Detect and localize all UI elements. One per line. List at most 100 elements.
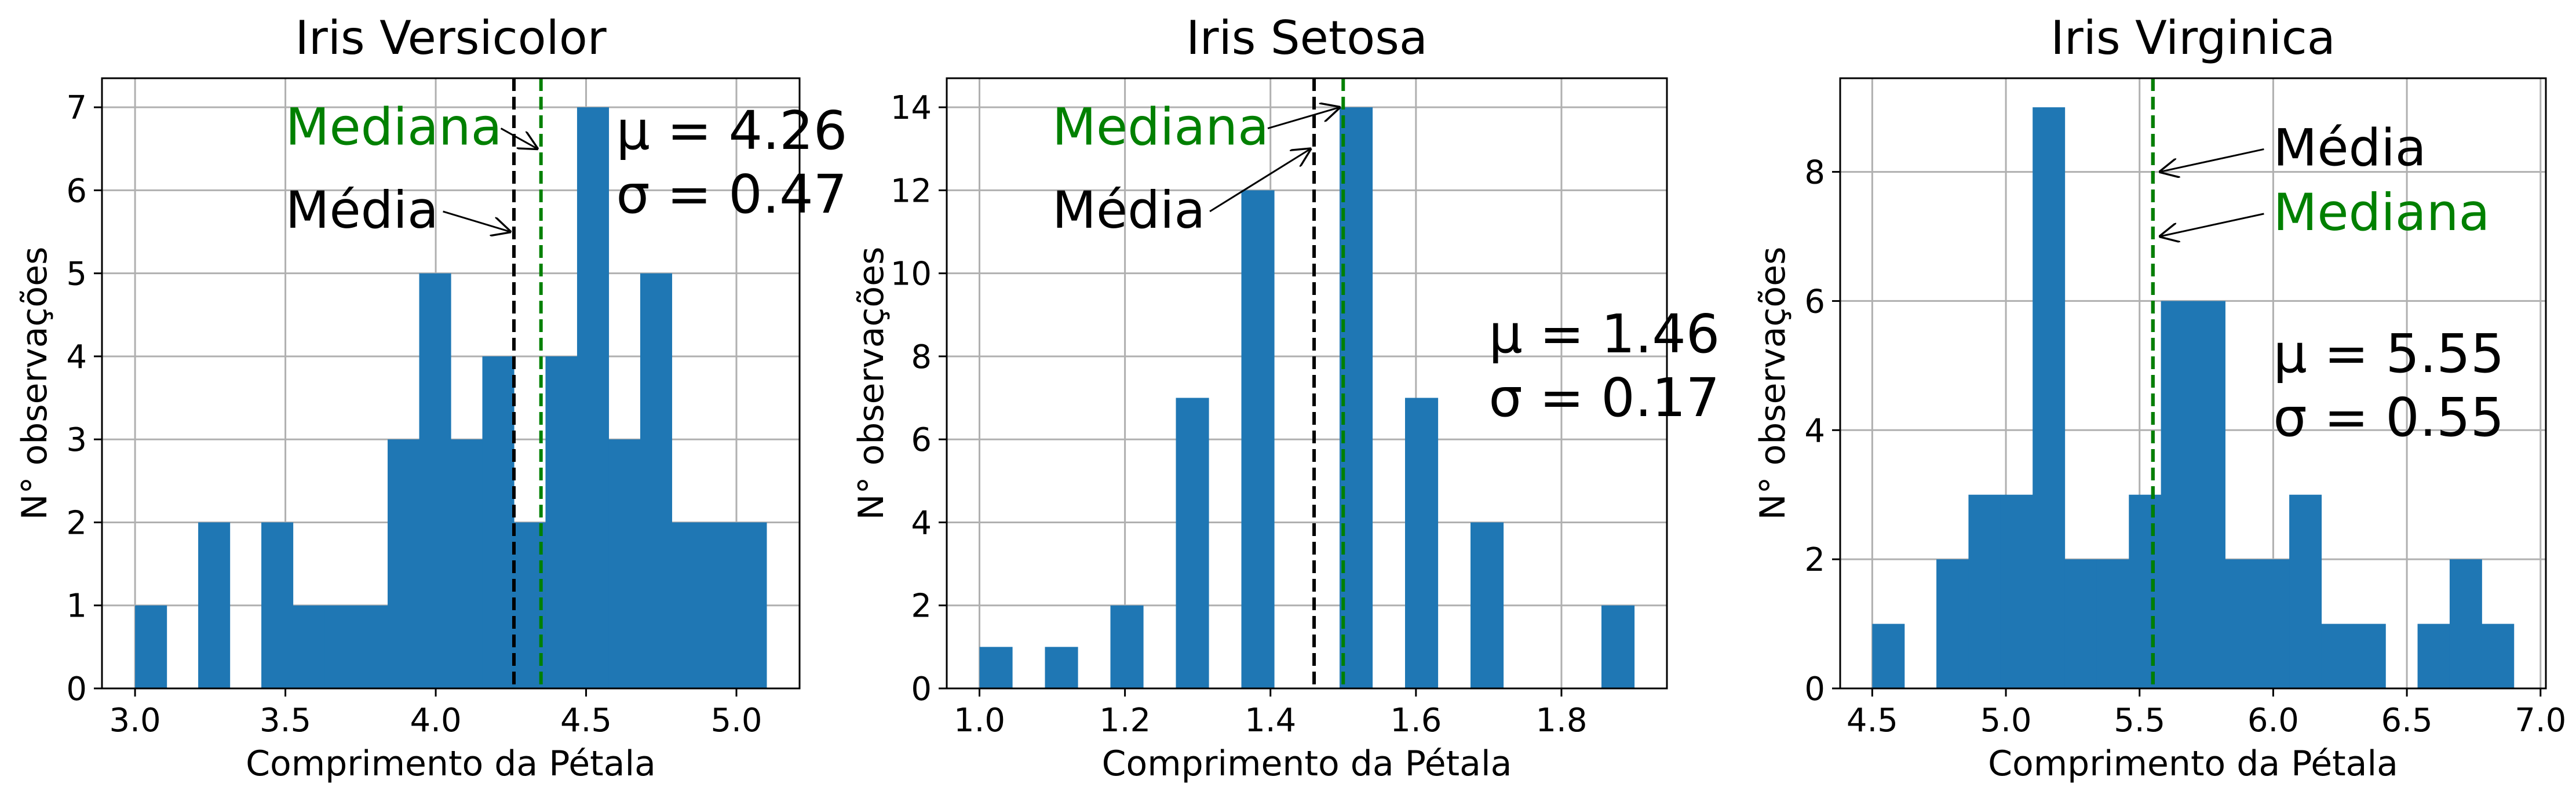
- subplot-3: 4.5 5.0 5.5 6.0 6.5 7.0 0 2 4 6 8 Iris Virginica Com…: [1753, 11, 2566, 784]
- histogram-bars: [1872, 107, 2515, 689]
- histogram-bar: [198, 522, 231, 688]
- y-tick-label: 4: [66, 338, 87, 376]
- histogram-bar: [324, 605, 357, 688]
- annotation-arrow: [1209, 149, 1311, 213]
- x-tick-label: 4.5: [560, 702, 612, 739]
- histogram-bar: [545, 356, 578, 688]
- histogram-bar: [2193, 301, 2225, 688]
- histogram-bar: [979, 647, 1013, 688]
- y-tick-label: 4: [911, 504, 932, 542]
- axes-frame: [1839, 77, 2547, 690]
- x-tick-label: 4.5: [1847, 702, 1898, 739]
- y-tick-label: 2: [1804, 541, 1825, 579]
- histogram-bar: [577, 107, 610, 689]
- histogram-bar: [640, 273, 673, 688]
- x-tick-label: 3.0: [110, 702, 161, 739]
- y-axis-label: N° observações: [851, 247, 892, 520]
- y-tick-label: 6: [911, 421, 932, 459]
- subplot-2: 1.0 1.2 1.4 1.6 1.8 0 2 4 6 8 10 12 14 Iris Setosa Com…: [851, 11, 1720, 784]
- histogram-bar: [1872, 624, 1905, 688]
- stats-line-2: σ = 0.17: [1488, 367, 1720, 429]
- y-tick-label: 8: [1804, 154, 1825, 192]
- histogram-bar: [1968, 494, 2001, 688]
- x-tick-label: 5.5: [2114, 702, 2165, 739]
- chart-title: Iris Virginica: [2050, 11, 2335, 65]
- stats-line-2: σ = 0.47: [616, 163, 847, 225]
- x-tick-label: 7.0: [2515, 702, 2566, 739]
- chart-title: Iris Versicolor: [295, 11, 606, 65]
- histogram-bar: [2225, 559, 2258, 688]
- x-tick-label: 5.0: [1980, 702, 2032, 739]
- histogram-bar: [1340, 107, 1373, 689]
- x-tick-label: 1.8: [1535, 702, 1587, 739]
- y-axis-label: N° observações: [14, 247, 55, 520]
- histogram-bar: [703, 522, 736, 688]
- annotation-arrow: [2160, 148, 2264, 172]
- histogram-bar: [2321, 624, 2354, 688]
- annotation-mediana: Mediana: [1052, 97, 1269, 157]
- y-tick-label: 5: [66, 256, 87, 293]
- x-axis-label: Comprimento da Pétala: [1988, 743, 2398, 784]
- histogram-bar: [356, 605, 388, 688]
- histogram-bar: [2449, 559, 2482, 688]
- histogram-bar: [1110, 605, 1144, 688]
- annotation-arrow: [500, 127, 538, 149]
- annotation-mediana: Mediana: [2273, 183, 2490, 242]
- y-tick-label: 0: [911, 670, 932, 708]
- x-axis-label: Comprimento da Pétala: [1102, 743, 1512, 784]
- stats-line-1: μ = 1.46: [1488, 303, 1720, 365]
- y-tick-label: 2: [911, 588, 932, 625]
- y-tick-label: 0: [66, 670, 87, 708]
- histogram-bar: [672, 522, 704, 688]
- histogram-bar: [1471, 522, 1504, 688]
- y-tick-label: 2: [66, 504, 87, 542]
- histogram-bar: [1405, 398, 1439, 688]
- y-tick-label: 10: [891, 256, 932, 293]
- histogram-bar: [1936, 559, 1969, 688]
- annotation-mediana: Mediana: [286, 97, 502, 157]
- y-tick-label: 7: [66, 89, 87, 127]
- x-tick-label: 6.0: [2247, 702, 2299, 739]
- histogram-bar: [2289, 494, 2322, 688]
- y-tick-label: 4: [1804, 412, 1825, 450]
- histogram-bar: [735, 522, 767, 688]
- y-tick-label: 6: [66, 172, 87, 210]
- annotation-arrow: [443, 210, 510, 232]
- y-tick-label: 0: [1804, 670, 1825, 708]
- chart-title: Iris Setosa: [1186, 11, 1428, 65]
- x-tick-label: 5.0: [710, 702, 762, 739]
- histogram-bar: [2000, 494, 2033, 688]
- x-tick-label: 1.4: [1245, 702, 1296, 739]
- histogram-bar: [1601, 605, 1635, 688]
- histogram-bar: [1045, 647, 1078, 688]
- histogram-bar: [419, 273, 451, 688]
- histogram-bar: [608, 439, 641, 688]
- histogram-bar: [2353, 624, 2386, 688]
- histogram-bar: [451, 439, 483, 688]
- stats-line-2: σ = 0.55: [2273, 387, 2504, 449]
- axes-frame: [946, 77, 1668, 690]
- x-tick-label: 1.0: [954, 702, 1005, 739]
- axes-frame: [101, 77, 801, 690]
- histogram-bar: [1241, 190, 1275, 688]
- histogram-bar: [2257, 559, 2290, 688]
- histogram-bar: [2161, 301, 2194, 688]
- stats-line-1: μ = 4.26: [616, 100, 847, 162]
- histogram-bar: [1176, 398, 1209, 688]
- histogram-bar: [2482, 624, 2515, 688]
- annotation-media: Média: [286, 180, 439, 240]
- histogram-bar: [2129, 494, 2162, 688]
- y-tick-label: 8: [911, 338, 932, 376]
- stats-line-1: μ = 5.55: [2273, 323, 2504, 385]
- annotation-media: Média: [1052, 180, 1205, 240]
- histogram-bar: [2064, 559, 2097, 688]
- x-axis-label: Comprimento da Pétala: [246, 743, 656, 784]
- y-tick-label: 6: [1804, 283, 1825, 320]
- histogram-bar: [2417, 624, 2450, 688]
- x-tick-label: 4.0: [410, 702, 462, 739]
- annotation-arrow: [1267, 107, 1340, 130]
- histogram-bar: [261, 522, 294, 688]
- y-axis-label: N° observações: [1753, 247, 1793, 520]
- x-tick-label: 1.2: [1099, 702, 1151, 739]
